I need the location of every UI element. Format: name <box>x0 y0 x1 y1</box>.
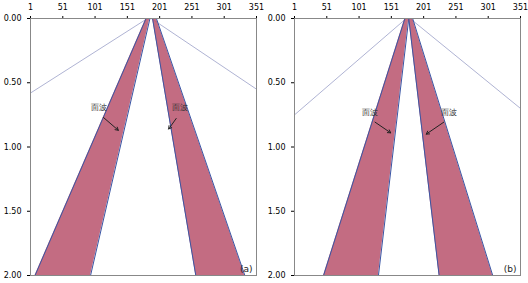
svg-text:351: 351 <box>513 3 528 12</box>
svg-text:101: 101 <box>351 3 366 12</box>
svg-text:201: 201 <box>152 3 167 12</box>
svg-text:0.00: 0.00 <box>4 14 22 23</box>
svg-text:面波: 面波 <box>441 108 457 117</box>
svg-text:351: 351 <box>249 3 264 12</box>
svg-text:1.50: 1.50 <box>4 207 22 216</box>
svg-text:1: 1 <box>28 3 33 12</box>
svg-text:51: 51 <box>58 3 68 12</box>
svg-text:101: 101 <box>87 3 102 12</box>
svg-text:面波: 面波 <box>362 108 378 117</box>
svg-text:301: 301 <box>217 3 232 12</box>
svg-text:151: 151 <box>384 3 399 12</box>
svg-text:1.00: 1.00 <box>4 143 22 152</box>
svg-text:面波: 面波 <box>91 103 107 112</box>
svg-text:0.50: 0.50 <box>4 78 22 87</box>
svg-text:151: 151 <box>120 3 135 12</box>
svg-text:1.00: 1.00 <box>268 143 286 152</box>
svg-text:面波: 面波 <box>172 103 188 112</box>
svg-text:301: 301 <box>481 3 496 12</box>
svg-text:0.00: 0.00 <box>268 14 286 23</box>
svg-text:2.00: 2.00 <box>268 271 286 280</box>
svg-text:251: 251 <box>184 3 199 12</box>
svg-text:(b): (b) <box>504 264 517 274</box>
svg-text:2.00: 2.00 <box>4 271 22 280</box>
svg-text:(a): (a) <box>240 264 253 274</box>
svg-text:251: 251 <box>448 3 463 12</box>
svg-text:1.50: 1.50 <box>268 207 286 216</box>
svg-text:0.50: 0.50 <box>268 78 286 87</box>
svg-text:201: 201 <box>416 3 431 12</box>
svg-text:1: 1 <box>292 3 297 12</box>
svg-text:51: 51 <box>322 3 332 12</box>
